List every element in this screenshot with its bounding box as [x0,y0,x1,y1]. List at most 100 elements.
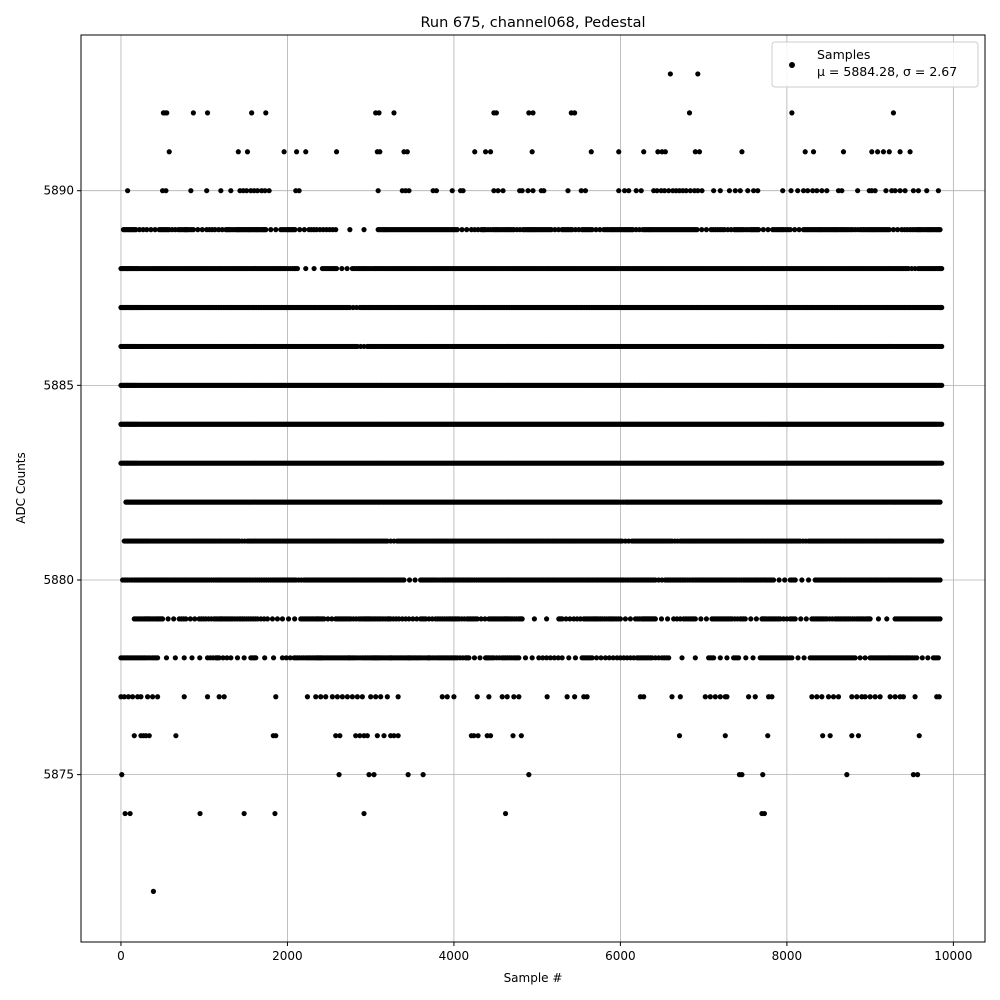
level-points [160,110,897,116]
level-points [118,382,945,388]
data-point [687,188,693,194]
level-points [667,71,701,77]
data-point [750,188,757,194]
level-points [125,188,941,194]
data-point [460,188,466,194]
data-point [361,227,367,233]
data-point [459,227,465,233]
data-point [578,188,584,194]
data-point [204,188,210,194]
data-point [218,188,224,194]
data-point [796,227,802,233]
level-points [120,577,943,583]
data-point [212,227,218,233]
data-point [616,188,622,194]
data-point [339,265,345,272]
data-point [454,227,460,233]
data-point [495,188,501,194]
data-point [548,227,554,233]
level-points [120,227,943,233]
data-point [244,149,251,155]
data-point [755,227,762,233]
data-point [263,110,269,116]
data-point [190,110,196,116]
data-point [696,149,703,155]
data-point [795,188,801,194]
data-point [152,227,158,233]
data-point [897,149,903,155]
level-points [118,265,945,272]
data-point [937,227,943,233]
data-point [406,188,412,194]
data-point [686,110,693,116]
data-point [755,188,761,194]
data-point [840,149,847,155]
data-point [572,110,578,116]
data-point [530,110,536,116]
data-point [333,227,339,233]
data-point [311,265,317,272]
data-point [593,227,599,233]
level-points [166,149,913,155]
data-point [855,188,861,194]
data-point [789,110,795,116]
data-point [819,188,825,194]
data-point [433,188,440,194]
data-point [582,188,589,194]
data-point [699,188,705,194]
data-point [641,149,647,155]
data-point [939,460,945,466]
data-point [487,149,494,155]
data-point [683,188,689,194]
data-point [347,227,353,233]
data-point [235,149,241,155]
data-point [464,227,470,233]
data-point [406,577,413,583]
data-point [907,149,913,155]
data-point [655,149,661,155]
data-point [910,188,917,194]
data-point [163,188,169,194]
data-point [703,227,710,233]
level-points [123,499,943,505]
data-point [824,188,830,194]
data-point [883,188,889,194]
data-point [195,227,201,233]
data-point [661,188,668,194]
data-point [296,188,302,194]
data-point [266,188,272,194]
data-point [939,343,945,350]
data-point [530,188,536,194]
data-point [144,227,150,233]
data-point [190,227,196,233]
data-point [802,149,808,155]
data-point [244,188,250,194]
data-point [216,227,222,233]
data-point [188,188,194,194]
data-point [886,227,892,233]
data-point [376,110,382,116]
data-point [391,110,397,116]
data-point [939,304,945,311]
data-point [890,227,897,233]
data-point [555,227,562,233]
data-point [541,188,547,194]
data-point [136,227,143,233]
data-point [699,227,705,233]
data-point [902,188,908,194]
data-point [633,188,639,194]
data-point [412,577,418,583]
data-point [792,227,798,233]
level-points [118,343,945,350]
data-point [401,577,407,583]
data-point [886,149,892,155]
data-point [737,188,743,194]
data-point [666,188,672,194]
level-points [118,304,945,311]
data-point [333,265,340,272]
data-point [263,227,269,233]
data-point [404,149,410,155]
data-point [166,149,172,155]
data-point [937,499,943,505]
